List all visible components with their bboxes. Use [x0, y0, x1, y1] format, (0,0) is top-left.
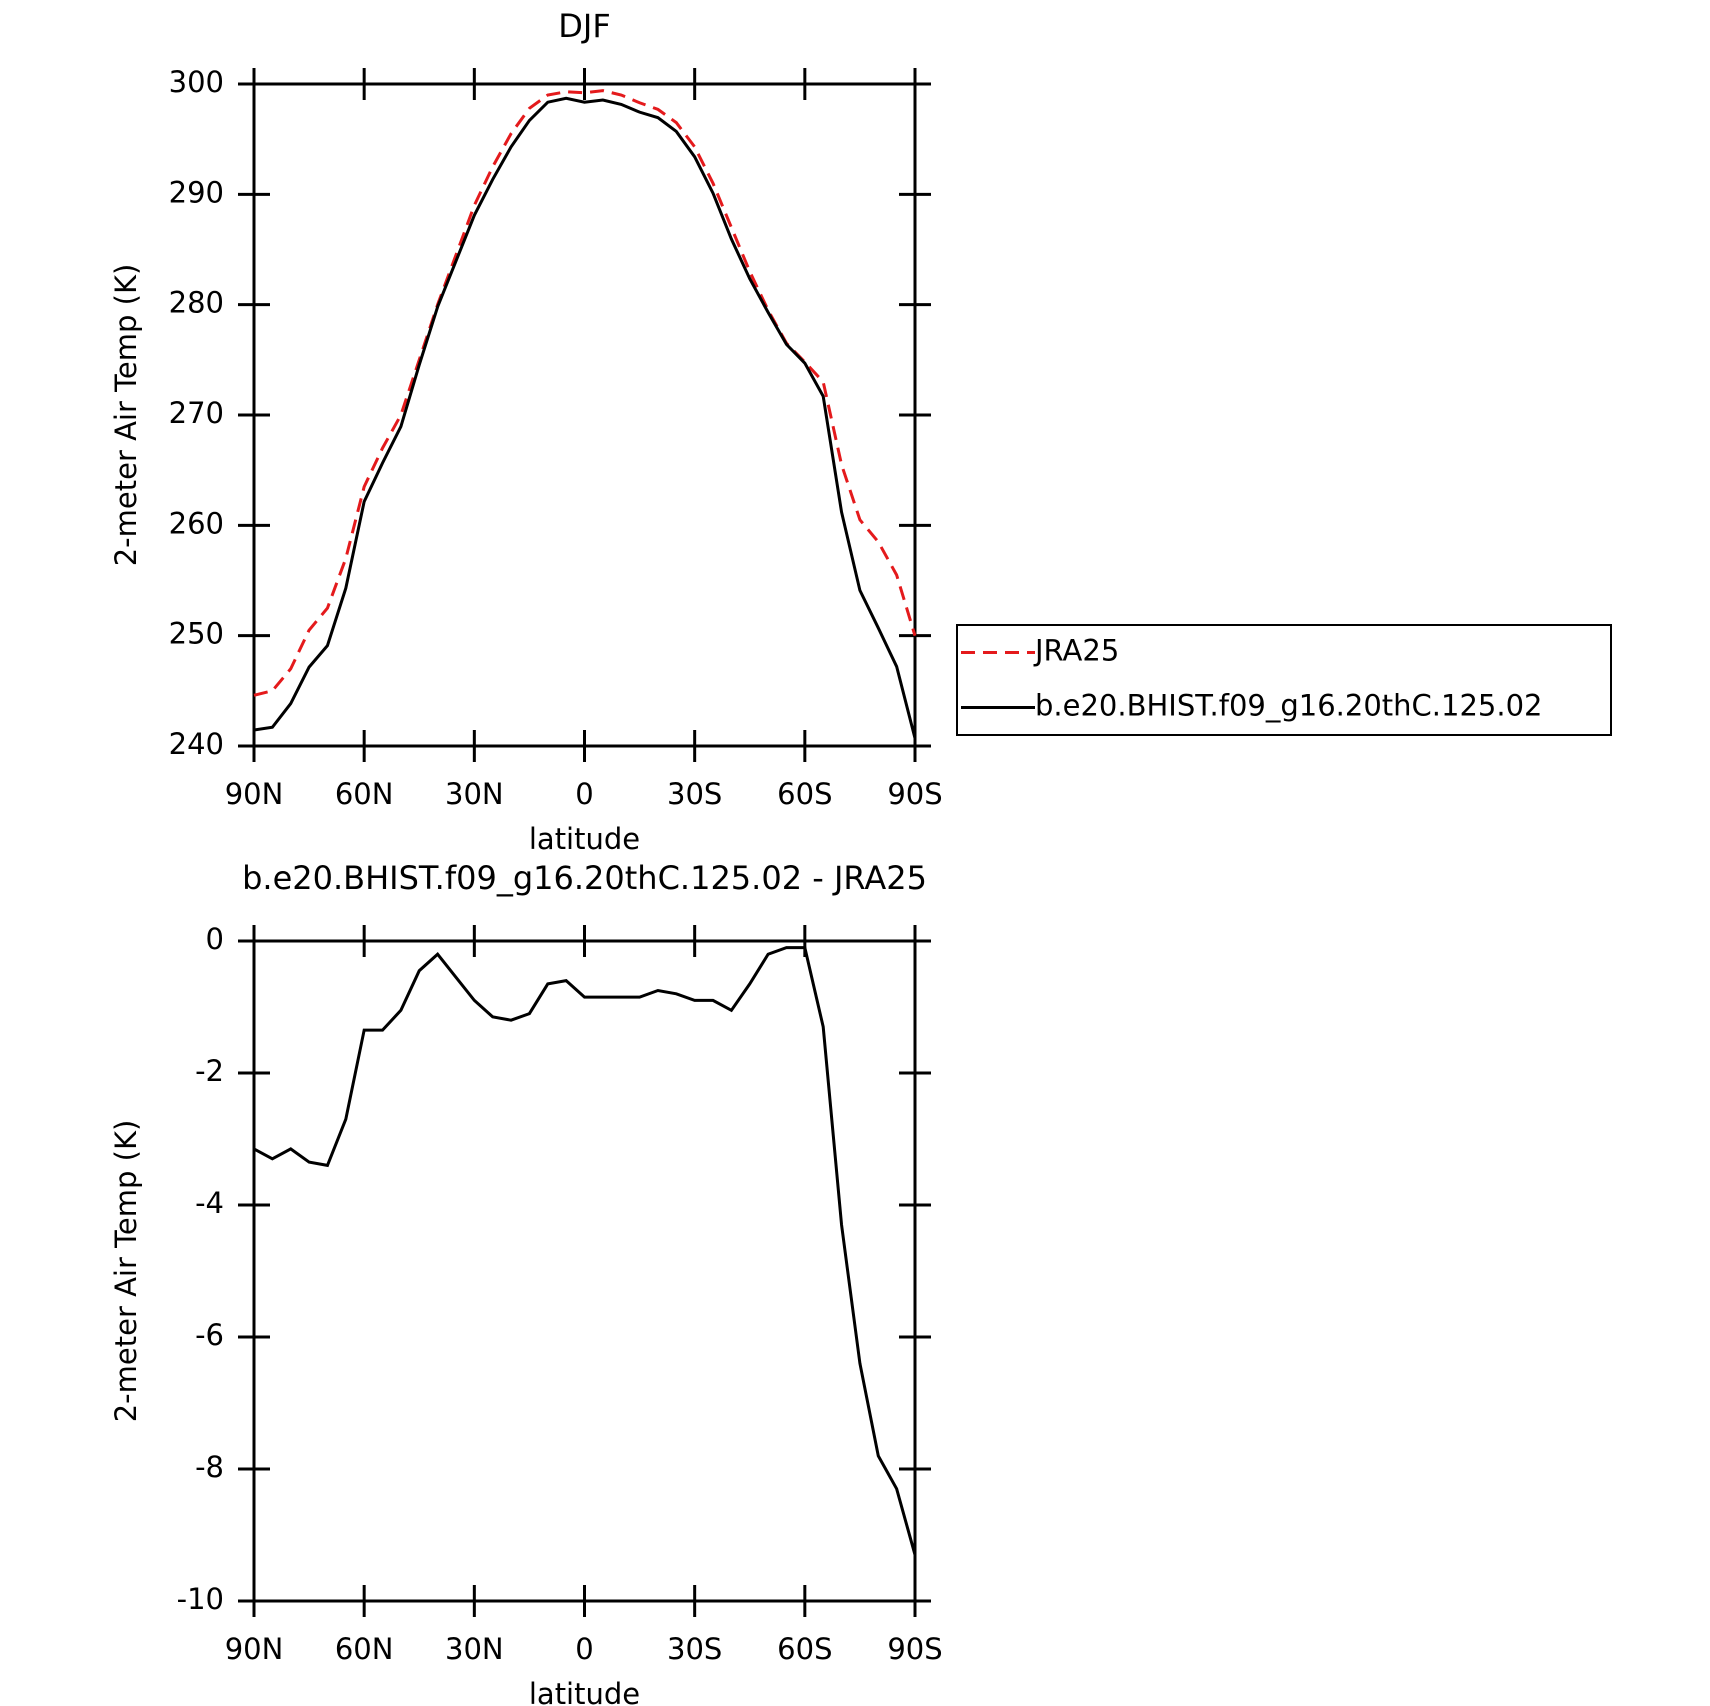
x-tick-label: 90N	[225, 1632, 284, 1666]
y-tick-label: 260	[169, 506, 224, 540]
chart-title: b.e20.BHIST.f09_g16.20thC.125.02 - JRA25	[242, 859, 927, 897]
x-axis-label: latitude	[529, 1677, 640, 1706]
x-tick-label: 60N	[335, 1632, 394, 1666]
x-tick-label: 0	[575, 1632, 593, 1666]
x-axis-label: latitude	[529, 822, 640, 856]
x-tick-label: 30N	[445, 777, 504, 811]
y-tick-label: 280	[169, 286, 224, 320]
y-tick-label: -4	[195, 1186, 224, 1220]
y-tick-label: 250	[169, 617, 224, 651]
plot-frame	[252, 939, 917, 1603]
x-tick-label: 60S	[777, 777, 832, 811]
y-tick-label: -6	[195, 1318, 224, 1352]
x-tick-label: 90N	[225, 777, 284, 811]
y-tick-label: 240	[169, 727, 224, 761]
x-tick-label: 0	[575, 777, 593, 811]
y-tick-label: -8	[195, 1450, 224, 1484]
x-tick-label: 60N	[335, 777, 394, 811]
legend-label: b.e20.BHIST.f09_g16.20thC.125.02	[1035, 689, 1542, 723]
x-tick-label: 30S	[667, 777, 722, 811]
y-tick-label: 270	[169, 396, 224, 430]
legend-label: JRA25	[1033, 634, 1119, 668]
x-tick-label: 30N	[445, 1632, 504, 1666]
x-tick-label: 60S	[777, 1632, 832, 1666]
x-tick-label: 30S	[667, 1632, 722, 1666]
legend-box	[956, 624, 1612, 736]
y-tick-label: 300	[169, 65, 224, 99]
x-tick-label: 90S	[887, 777, 942, 811]
y-axis-label: 2-meter Air Temp (K)	[109, 264, 143, 567]
y-tick-label: -2	[195, 1054, 224, 1088]
x-tick-label: 90S	[887, 1632, 942, 1666]
plot-frame	[252, 82, 917, 748]
chart-title: DJF	[558, 7, 610, 45]
y-tick-label: 290	[169, 175, 224, 209]
y-tick-label: -10	[177, 1582, 224, 1616]
data-line	[253, 96, 917, 739]
data-line	[253, 946, 917, 1556]
y-axis-label: 2-meter Air Temp (K)	[109, 1120, 143, 1423]
data-line	[253, 89, 917, 697]
y-tick-label: 0	[206, 922, 224, 956]
